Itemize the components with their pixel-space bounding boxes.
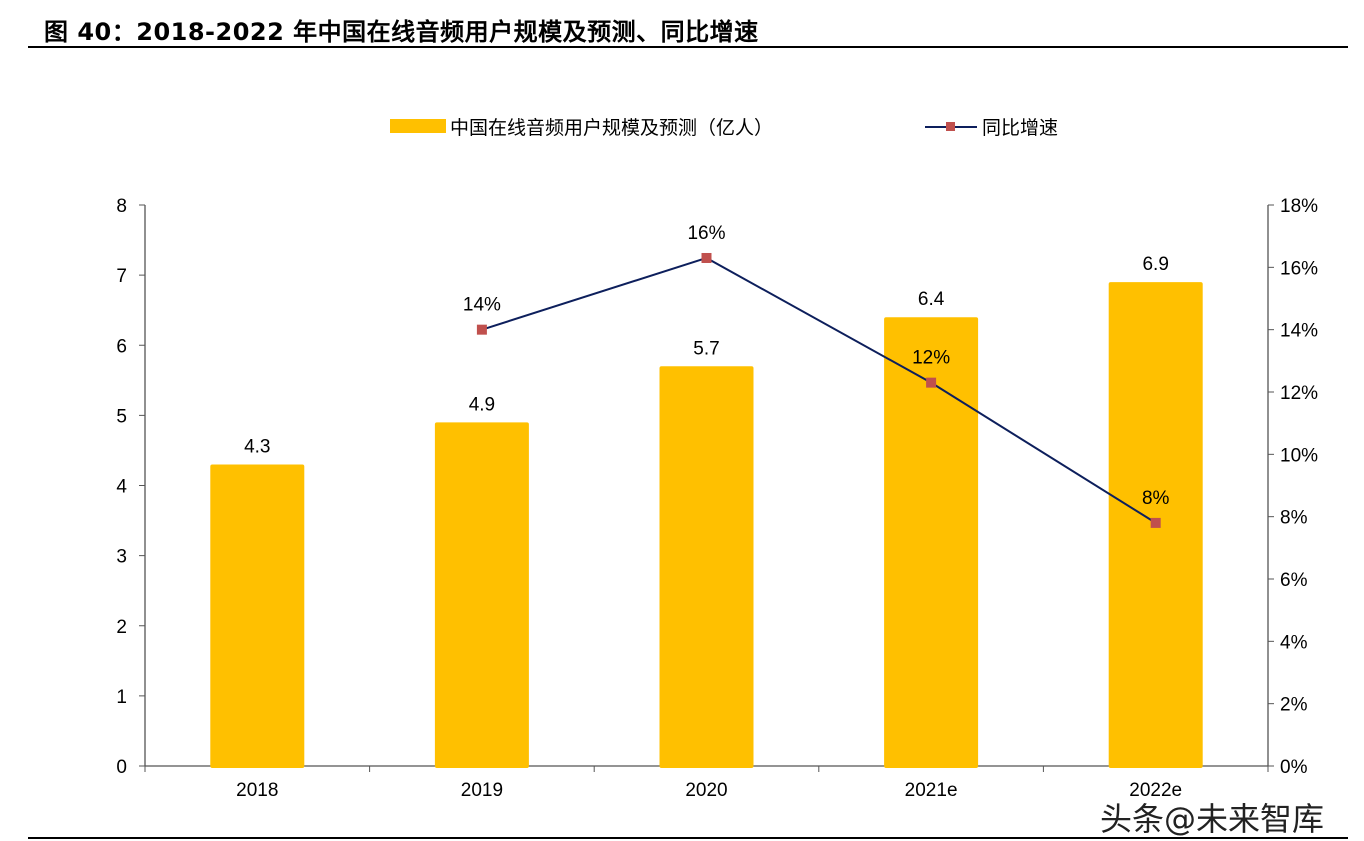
right-tick-label: 12% [1280, 383, 1318, 404]
x-tick-label: 2021e [905, 780, 958, 801]
right-tick-label: 14% [1280, 321, 1318, 342]
x-tick-label: 2018 [236, 780, 278, 801]
growth-data-label: 12% [912, 348, 950, 369]
legend-bar-label: 中国在线音频用户规模及预测（亿人） [450, 117, 773, 139]
bar-data-label: 6.9 [1142, 254, 1168, 275]
bottom-divider [28, 837, 1348, 839]
bar-data-label: 4.9 [469, 394, 495, 415]
right-tick-label: 8% [1280, 508, 1308, 529]
right-tick-label: 6% [1280, 570, 1308, 591]
bar [884, 317, 979, 768]
right-tick-label: 0% [1280, 757, 1308, 778]
left-tick-label: 7 [116, 266, 127, 287]
left-tick-label: 1 [116, 687, 127, 708]
legend-line-marker [946, 122, 955, 131]
growth-data-label: 16% [687, 223, 725, 244]
bar-data-label: 4.3 [244, 436, 270, 457]
right-tick-label: 18% [1280, 196, 1318, 217]
bar-data-label: 6.4 [918, 289, 945, 310]
x-tick-label: 2019 [461, 780, 503, 801]
bar [659, 366, 754, 768]
growth-line [481, 256, 1157, 524]
growth-data-label: 14% [463, 295, 501, 316]
x-tick-label: 2022e [1129, 780, 1182, 801]
left-tick-label: 0 [116, 757, 127, 778]
growth-marker [701, 252, 712, 263]
bar-data-label: 5.7 [693, 338, 719, 359]
left-tick-label: 4 [116, 477, 127, 498]
left-tick-label: 3 [116, 547, 127, 568]
growth-marker [926, 377, 937, 388]
bar [210, 464, 305, 768]
left-tick-label: 5 [116, 406, 127, 427]
left-tick-label: 8 [116, 196, 127, 217]
growth-marker [476, 324, 487, 335]
growth-marker [1150, 517, 1161, 528]
legend-line-label: 同比增速 [982, 117, 1058, 139]
growth-data-label: 8% [1142, 488, 1170, 509]
left-tick-label: 2 [116, 617, 127, 638]
right-tick-label: 2% [1280, 695, 1308, 716]
left-tick-label: 6 [116, 336, 127, 357]
chart-title: 图 40：2018-2022 年中国在线音频用户规模及预测、同比增速 [44, 18, 759, 46]
x-tick-label: 2020 [685, 780, 727, 801]
right-tick-label: 4% [1280, 632, 1308, 653]
watermark: 头条@未来智库 [1100, 800, 1325, 838]
title-divider [28, 46, 1348, 48]
right-tick-label: 10% [1280, 445, 1318, 466]
bar [434, 422, 529, 768]
right-tick-label: 16% [1280, 258, 1318, 279]
legend-bar-swatch [390, 119, 446, 133]
